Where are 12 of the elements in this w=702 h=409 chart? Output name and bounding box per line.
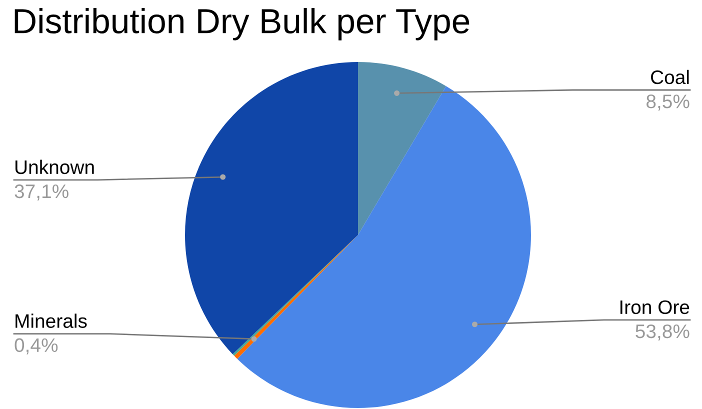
data-label: 8,5% xyxy=(646,94,690,111)
slice-label: Iron Ore xyxy=(620,300,690,314)
data-label: 0,4% xyxy=(14,338,58,354)
pie-slice xyxy=(237,86,531,408)
slice-label: Unknown xyxy=(16,160,94,174)
pie-slice xyxy=(358,62,446,235)
slice-label: Coal xyxy=(651,70,689,84)
pie-slice xyxy=(185,62,358,354)
chart-title: Distribution Dry Bulk per Type xyxy=(14,8,470,40)
data-label: 53,8% xyxy=(636,324,690,341)
data-label: 37,1% xyxy=(14,184,68,200)
slice-label: Minerals xyxy=(16,314,87,328)
